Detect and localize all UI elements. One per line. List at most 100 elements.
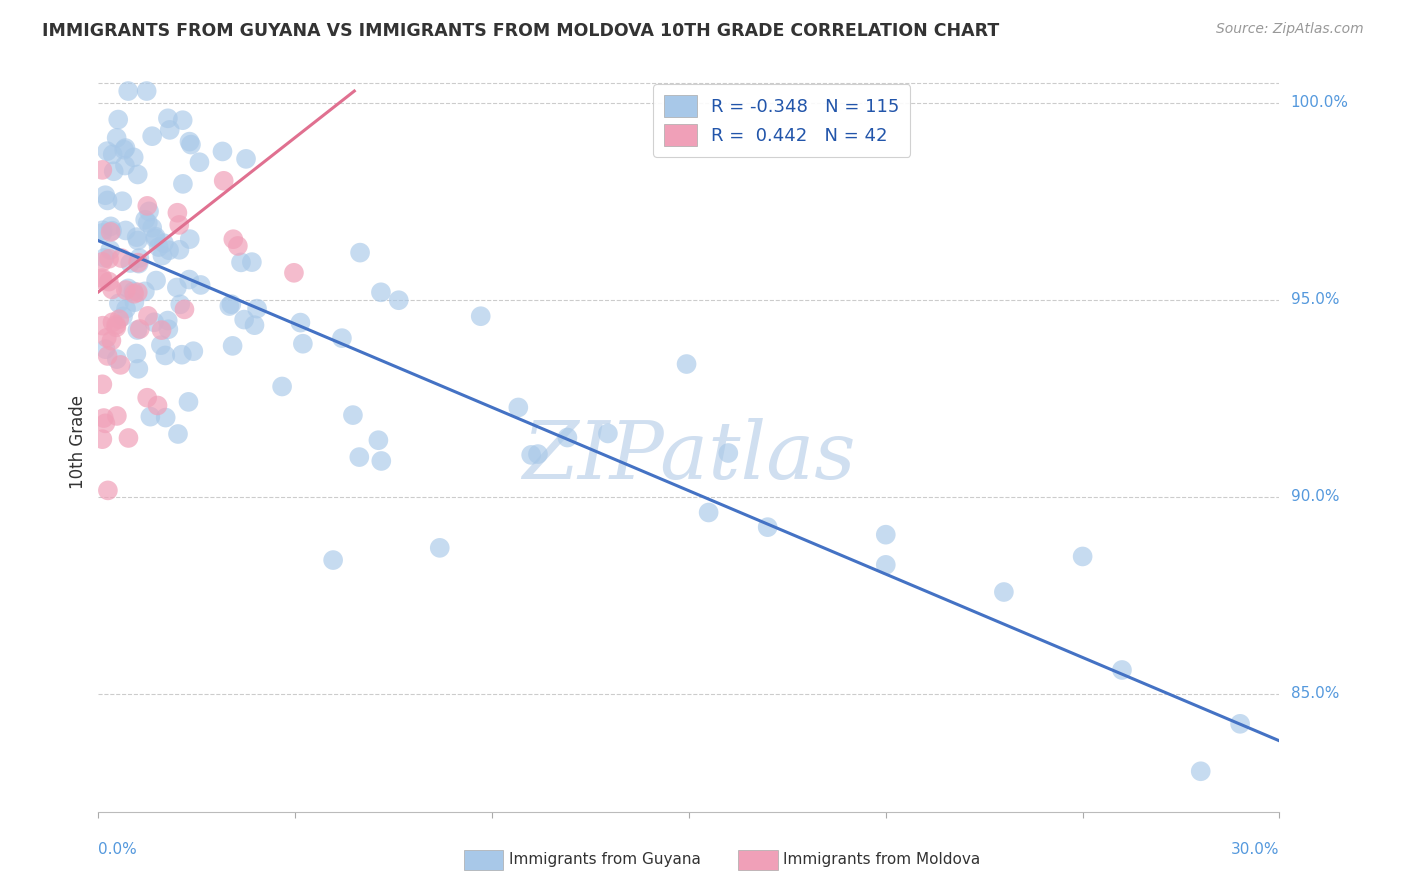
Point bbox=[169, 297, 191, 311]
Point bbox=[190, 277, 212, 292]
Point bbox=[108, 296, 131, 310]
Point bbox=[100, 219, 122, 234]
Point bbox=[94, 342, 117, 356]
Point bbox=[112, 310, 135, 324]
Point bbox=[120, 256, 142, 270]
Point bbox=[114, 159, 136, 173]
Point bbox=[1111, 663, 1133, 677]
Y-axis label: 10th Grade: 10th Grade bbox=[69, 394, 87, 489]
Point bbox=[527, 447, 550, 461]
Point bbox=[127, 361, 149, 376]
Point bbox=[330, 331, 353, 345]
Point bbox=[125, 230, 148, 244]
Point bbox=[596, 426, 619, 441]
Point bbox=[122, 286, 145, 301]
Point bbox=[188, 155, 211, 169]
Point bbox=[141, 129, 163, 144]
Point bbox=[349, 245, 371, 260]
Point bbox=[105, 318, 128, 332]
Point bbox=[150, 323, 173, 337]
Point bbox=[136, 199, 159, 213]
Point bbox=[128, 251, 150, 265]
Text: 85.0%: 85.0% bbox=[1291, 686, 1339, 701]
Point bbox=[101, 224, 124, 238]
Point bbox=[91, 318, 114, 333]
Point bbox=[110, 358, 132, 372]
Point bbox=[139, 409, 162, 424]
Point bbox=[429, 541, 451, 555]
Point bbox=[93, 411, 115, 425]
Point bbox=[101, 147, 124, 161]
Point bbox=[134, 285, 156, 299]
Point bbox=[136, 391, 159, 405]
Point bbox=[322, 553, 344, 567]
Point bbox=[153, 236, 176, 251]
Point bbox=[246, 301, 269, 316]
Point bbox=[508, 401, 530, 415]
Point bbox=[157, 244, 180, 258]
Point bbox=[110, 251, 132, 265]
Point bbox=[128, 257, 150, 271]
Point bbox=[221, 297, 243, 311]
Point bbox=[697, 506, 720, 520]
Point bbox=[117, 431, 139, 445]
Text: 0.0%: 0.0% bbox=[98, 842, 138, 857]
Point bbox=[211, 145, 233, 159]
Point bbox=[159, 123, 181, 137]
Point bbox=[145, 274, 167, 288]
Point bbox=[150, 248, 173, 262]
Point bbox=[1189, 764, 1212, 779]
Point bbox=[91, 271, 114, 285]
Text: 100.0%: 100.0% bbox=[1291, 95, 1348, 111]
Point bbox=[91, 223, 114, 237]
Point bbox=[138, 204, 160, 219]
Text: 90.0%: 90.0% bbox=[1291, 489, 1339, 504]
Point bbox=[226, 239, 249, 253]
Point bbox=[169, 243, 191, 257]
Point bbox=[1229, 716, 1251, 731]
Point bbox=[156, 313, 179, 327]
Point bbox=[93, 251, 115, 265]
Text: Source: ZipAtlas.com: Source: ZipAtlas.com bbox=[1216, 22, 1364, 37]
Point bbox=[105, 131, 128, 145]
Point bbox=[105, 409, 128, 423]
Point bbox=[520, 448, 543, 462]
Point bbox=[114, 223, 136, 237]
Point bbox=[717, 446, 740, 460]
Point bbox=[111, 194, 134, 209]
Text: 95.0%: 95.0% bbox=[1291, 293, 1339, 307]
Point bbox=[283, 266, 305, 280]
Text: 30.0%: 30.0% bbox=[1232, 842, 1279, 857]
Point bbox=[342, 408, 364, 422]
Point bbox=[149, 338, 172, 352]
Point bbox=[243, 318, 266, 333]
Point bbox=[127, 323, 149, 337]
Point bbox=[143, 315, 166, 329]
Point bbox=[117, 84, 139, 98]
Point bbox=[101, 282, 124, 296]
Point bbox=[875, 527, 897, 541]
Point bbox=[218, 299, 240, 313]
Point bbox=[117, 281, 139, 295]
Point bbox=[97, 275, 120, 289]
Point bbox=[271, 379, 294, 393]
Point bbox=[167, 427, 190, 442]
Point bbox=[235, 152, 257, 166]
Point bbox=[112, 143, 135, 157]
Point bbox=[91, 432, 114, 446]
Point bbox=[135, 84, 157, 98]
Point bbox=[221, 339, 243, 353]
Point bbox=[229, 255, 252, 269]
Legend: R = -0.348   N = 115, R =  0.442   N = 42: R = -0.348 N = 115, R = 0.442 N = 42 bbox=[654, 84, 910, 157]
Point bbox=[134, 212, 156, 227]
Point bbox=[675, 357, 697, 371]
Point bbox=[370, 454, 392, 468]
Point bbox=[98, 252, 121, 266]
Point bbox=[100, 334, 122, 348]
Point bbox=[103, 164, 125, 178]
Text: Immigrants from Guyana: Immigrants from Guyana bbox=[509, 853, 700, 867]
Point bbox=[136, 309, 159, 323]
Point bbox=[96, 331, 118, 345]
Point bbox=[349, 450, 371, 464]
Point bbox=[172, 177, 194, 191]
